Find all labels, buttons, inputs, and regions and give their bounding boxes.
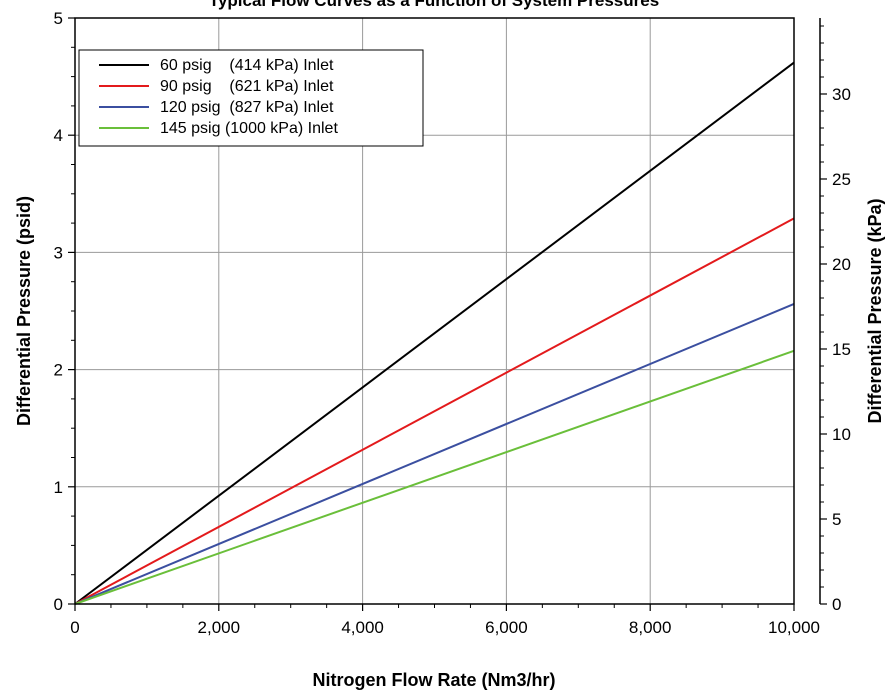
series-line-2	[74, 217, 795, 605]
y2-axis-title: Differential Pressure (kPa)	[865, 198, 885, 423]
y2-tick-label: 20	[832, 255, 851, 274]
y2-tick-label: 15	[832, 340, 851, 359]
y-tick-label: 1	[54, 478, 63, 497]
x-tick-label: 10,000	[768, 618, 820, 637]
x-tick-label: 2,000	[198, 618, 241, 637]
y-tick-label: 3	[54, 243, 63, 262]
legend-label: 90 psig (621 kPa) Inlet	[160, 78, 334, 95]
legend-label: 145 psig (1000 kPa) Inlet	[160, 120, 338, 137]
series-line-4	[74, 349, 795, 605]
x-axis-title: Nitrogen Flow Rate (Nm3/hr)	[312, 670, 555, 690]
x-tick-label: 8,000	[629, 618, 672, 637]
y2-tick-label: 5	[832, 510, 841, 529]
x-tick-label: 0	[70, 618, 79, 637]
y-tick-label: 2	[54, 361, 63, 380]
legend: 60 psig (414 kPa) Inlet 90 psig (621 kPa)…	[78, 49, 424, 147]
y-tick-label: 5	[54, 9, 63, 28]
y2-tick-label: 10	[832, 425, 851, 444]
chart-title: Typical Flow Curves as a Function of Sys…	[209, 0, 659, 10]
y2-tick-label: 30	[832, 85, 851, 104]
legend-label: 60 psig (414 kPa) Inlet	[160, 57, 334, 74]
y2-tick-label: 0	[832, 595, 841, 614]
series-line-1	[74, 61, 795, 605]
x-tick-label: 6,000	[485, 618, 528, 637]
ticks-layer: 0 2,000 4,000 6,000 8,000 10,000 0 1 2 3 4 5 0 5 10 15 2…	[54, 9, 851, 637]
y-axis-title: Differential Pressure (psid)	[14, 196, 34, 426]
series-layer	[74, 61, 795, 605]
y2-tick-label: 25	[832, 170, 851, 189]
y-tick-label: 4	[54, 126, 63, 145]
x-tick-label: 4,000	[341, 618, 384, 637]
series-line-3	[74, 303, 795, 605]
y-tick-label: 0	[54, 595, 63, 614]
legend-label: 120 psig (827 kPa) Inlet	[160, 99, 334, 116]
